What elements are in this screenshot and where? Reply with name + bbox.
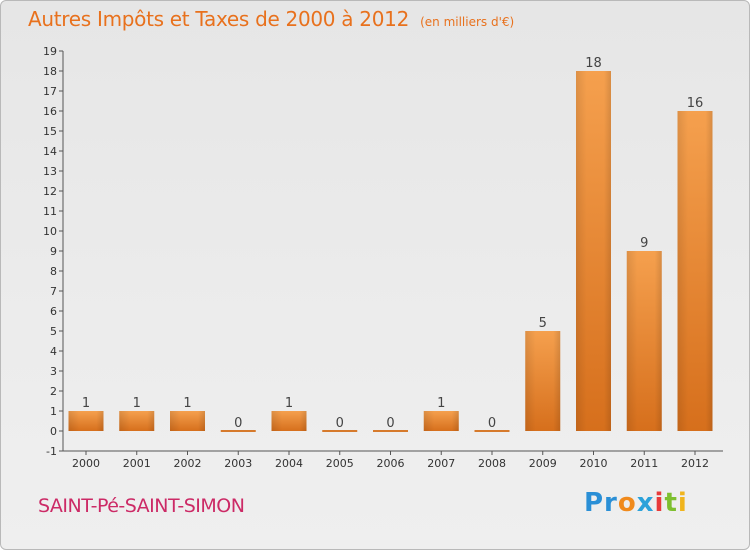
y-tick-label: -1 (46, 445, 57, 458)
x-tick-label: 2008 (478, 457, 506, 470)
y-tick-label: 10 (43, 225, 57, 238)
x-tick-label: 2003 (224, 457, 252, 470)
bar-shade (170, 411, 205, 431)
y-tick-label: 12 (43, 185, 57, 198)
bar-shade (119, 411, 155, 431)
bar-shade (626, 251, 662, 431)
x-tick-label: 2001 (123, 457, 151, 470)
value-label: 16 (687, 96, 704, 111)
y-tick-label: 14 (43, 145, 57, 158)
y-tick-label: 9 (50, 245, 57, 258)
y-tick-label: 8 (50, 265, 57, 278)
bar-shade (576, 71, 611, 431)
x-tick-label: 2002 (174, 457, 202, 470)
value-label: 0 (336, 416, 344, 431)
x-tick-label: 2000 (72, 457, 100, 470)
x-tick-label: 2009 (529, 457, 557, 470)
x-tick-label: 2012 (681, 457, 709, 470)
x-tick-label: 2004 (275, 457, 303, 470)
y-tick-label: 18 (43, 65, 57, 78)
bar-2006 (373, 430, 408, 432)
proxiti-logo: Proxiti (584, 488, 688, 518)
city-name: SAINT-Pé-SAINT-SIMON (38, 495, 245, 517)
bar-shade (68, 411, 104, 431)
y-tick-label: 3 (50, 365, 57, 378)
chart-title: Autres Impôts et Taxes de 2000 à 2012 (28, 7, 409, 31)
y-tick-label: 5 (50, 325, 57, 338)
chart-title-block: Autres Impôts et Taxes de 2000 à 2012 (e… (28, 7, 514, 31)
y-tick-label: 4 (50, 345, 57, 358)
y-tick-label: 19 (43, 45, 57, 58)
y-tick-label: 7 (50, 285, 57, 298)
bar-2005 (322, 430, 358, 432)
value-label: 0 (234, 416, 242, 431)
value-label: 0 (386, 416, 394, 431)
bar-shade (271, 411, 307, 431)
y-tick-label: 17 (43, 85, 57, 98)
x-tick-label: 2005 (326, 457, 354, 470)
x-tick-label: 2006 (377, 457, 405, 470)
value-label: 1 (285, 396, 293, 411)
y-tick-label: 2 (50, 385, 57, 398)
y-tick-label: 15 (43, 125, 57, 138)
value-label: 5 (539, 316, 547, 331)
value-label: 9 (640, 236, 648, 251)
x-tick-label: 2011 (630, 457, 658, 470)
value-label: 1 (437, 396, 445, 411)
bar-shade (677, 111, 713, 431)
value-label: 1 (183, 396, 191, 411)
value-label: 18 (585, 56, 602, 71)
x-tick-label: 2010 (580, 457, 608, 470)
bar-shade (525, 331, 561, 431)
value-label: 1 (82, 396, 90, 411)
x-tick-label: 2007 (427, 457, 455, 470)
bar-2003 (220, 430, 256, 432)
chart-bars (68, 71, 713, 432)
y-tick-label: 16 (43, 105, 57, 118)
bar-shade (423, 411, 459, 431)
chart-labels: 1 1 1 0 1 0 0 1 0 5 18 9 16 (82, 56, 703, 431)
y-tick-label: 1 (50, 405, 57, 418)
y-tick-label: 0 (50, 425, 57, 438)
chart-subtitle: (en milliers d'€) (420, 15, 515, 29)
y-tick-label: 11 (43, 205, 57, 218)
y-tick-label: 13 (43, 165, 57, 178)
y-tick-label: 6 (50, 305, 57, 318)
value-label: 1 (133, 396, 141, 411)
value-label: 0 (488, 416, 496, 431)
bar-2008 (474, 430, 510, 432)
